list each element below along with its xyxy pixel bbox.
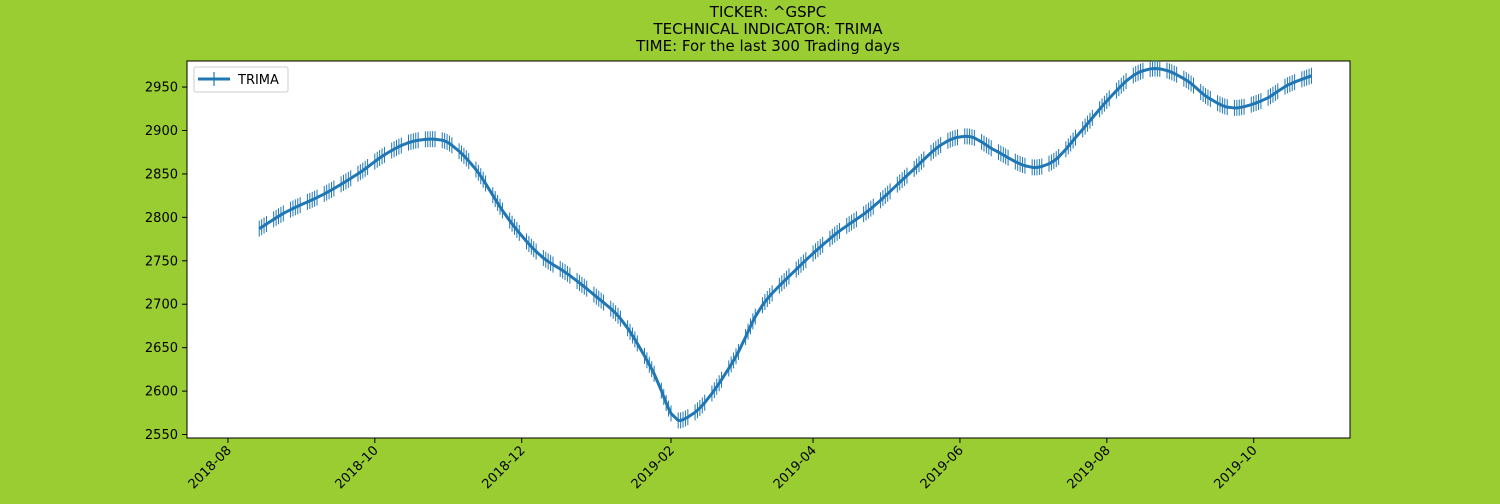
y-tick-label: 2700 — [145, 298, 178, 313]
legend-label-trima: TRIMA — [237, 73, 279, 88]
chart-title-line-3: TIME: For the last 300 Trading days — [635, 37, 900, 55]
y-tick-label: 2600 — [145, 385, 178, 400]
y-tick-label: 2550 — [145, 428, 178, 443]
x-tick-label: 2019-04 — [771, 443, 820, 492]
x-tick-label: 2018-10 — [333, 443, 382, 492]
chart-title-line-1: TICKER: ^GSPC — [709, 3, 826, 21]
legend-box — [193, 66, 289, 93]
x-tick-label: 2019-06 — [918, 443, 967, 492]
x-tick-label: 2019-08 — [1065, 443, 1114, 492]
chart-title: TICKER: ^GSPC TECHNICAL INDICATOR: TRIMA… — [635, 3, 900, 55]
y-tick-label: 2650 — [145, 341, 178, 356]
y-tick-label: 2750 — [145, 254, 178, 269]
y-tick-label: 2950 — [145, 81, 178, 96]
x-tick-label: 2018-08 — [186, 443, 235, 492]
plot-area — [186, 60, 1351, 439]
x-tick-label: 2019-10 — [1211, 443, 1260, 492]
chart-title-line-2: TECHNICAL INDICATOR: TRIMA — [652, 20, 883, 38]
y-tick-label: 2800 — [145, 211, 178, 226]
x-tick-label: 2019-02 — [629, 443, 678, 492]
x-axis: 2018-08 2018-10 2018-12 2019-02 2019-04 2019-… — [186, 438, 1261, 492]
legend: TRIMA — [193, 66, 289, 93]
y-tick-label: 2900 — [145, 124, 178, 139]
x-tick-label: 2018-12 — [479, 443, 528, 492]
series-layer — [258, 60, 1313, 429]
y-axis: 2550 2600 2650 2700 2750 2800 2850 2900 2950 — [145, 81, 187, 443]
y-tick-label: 2850 — [145, 167, 178, 182]
